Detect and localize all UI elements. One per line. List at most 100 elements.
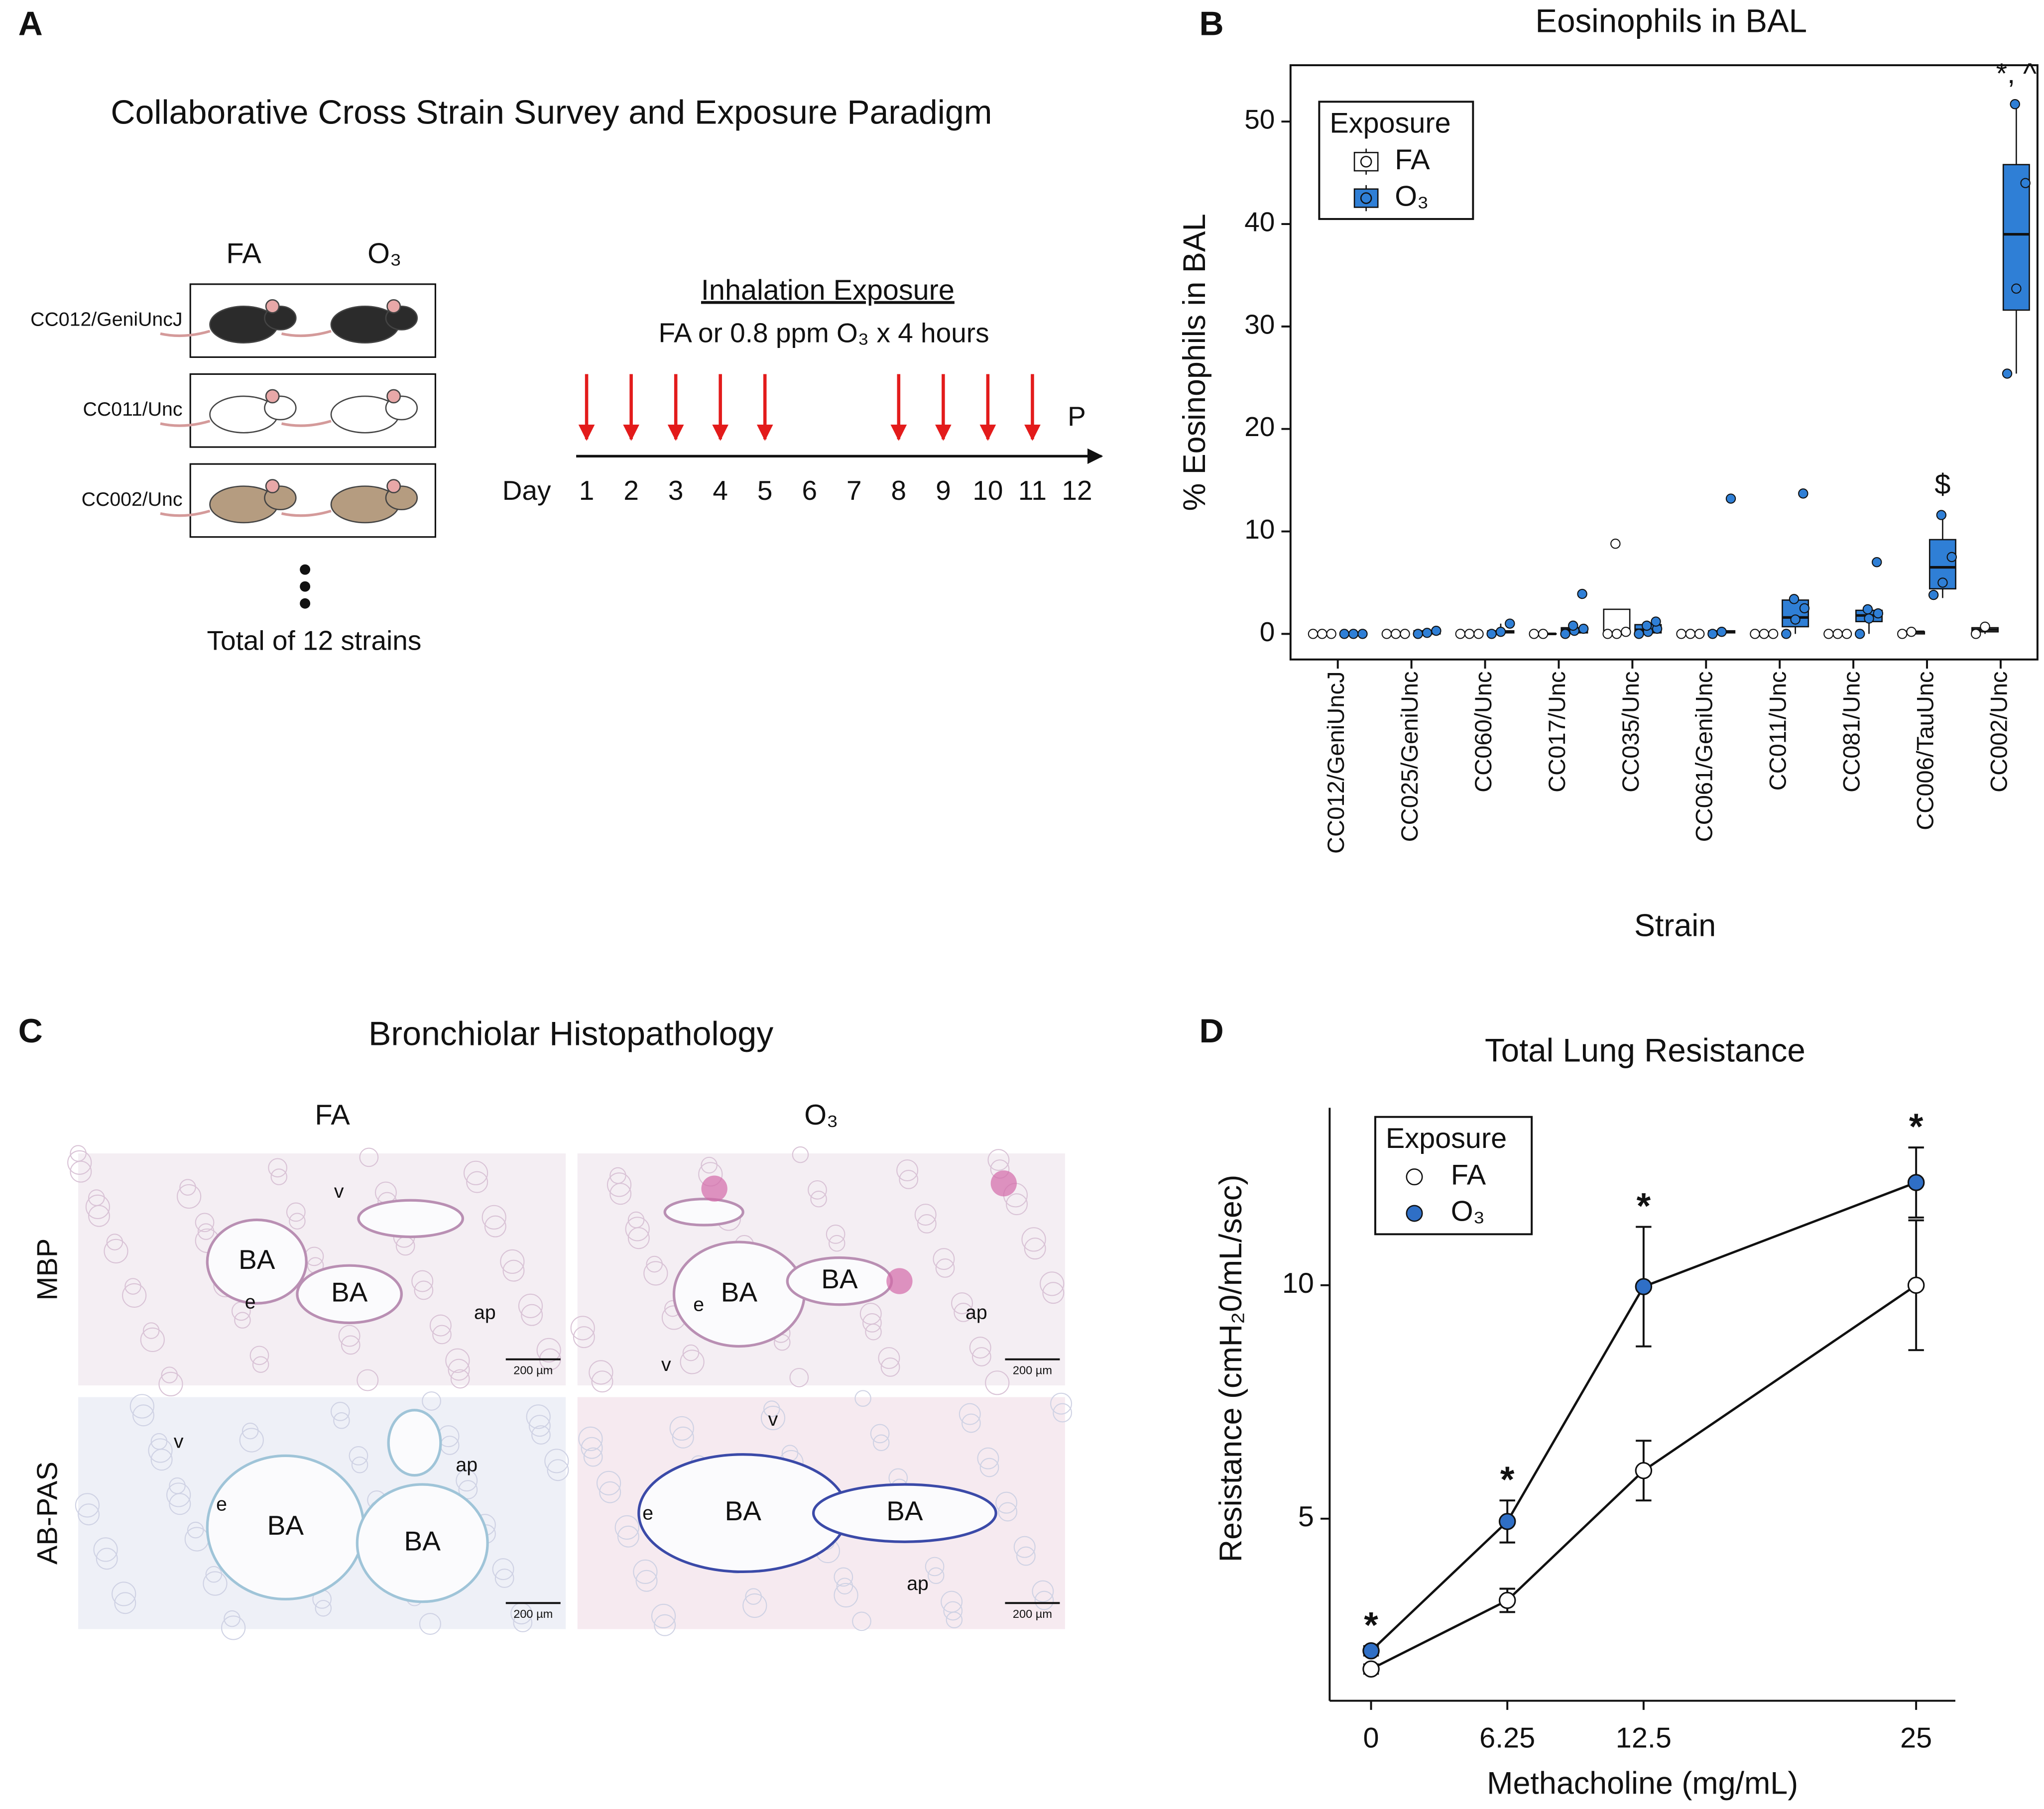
alveolar-texture — [70, 1160, 92, 1183]
region-label: ap — [965, 1301, 987, 1323]
region-label: ap — [456, 1454, 478, 1476]
alveolar-texture — [203, 1571, 228, 1596]
chart-title: Eosinophils in BAL — [1535, 3, 1807, 39]
y-tick-label: 20 — [1244, 411, 1275, 442]
more-label: Total of 12 strains — [207, 625, 422, 656]
y-tick-label: 50 — [1244, 104, 1275, 135]
alveolar-texture — [315, 1599, 332, 1617]
alveolar-texture — [124, 1278, 141, 1295]
alveolar-texture — [531, 1425, 551, 1445]
day-number: 2 — [623, 475, 639, 506]
alveolar-texture — [289, 1213, 306, 1230]
airway-lumen — [663, 1198, 744, 1227]
strain-label: CC012/GeniUncJ — [30, 309, 182, 331]
alveolar-texture — [599, 1481, 621, 1503]
alveolar-texture — [854, 1390, 871, 1407]
data-point — [1936, 510, 1947, 520]
alveolar-texture — [627, 1227, 650, 1249]
data-point — [1413, 629, 1423, 639]
data-point — [1832, 629, 1843, 639]
data-point — [1685, 629, 1696, 639]
data-point — [1339, 629, 1350, 639]
legend-title: Exposure — [1386, 1123, 1507, 1154]
data-point — [1707, 629, 1718, 639]
data-point — [1906, 627, 1917, 637]
alveolar-texture — [878, 1347, 900, 1369]
x-axis-label: Methacholine (mg/mL) — [1487, 1766, 1798, 1801]
data-point — [2002, 368, 2013, 379]
panel-label: A — [18, 4, 43, 42]
alveolar-texture — [643, 1261, 668, 1286]
x-tick-label: CC060/Unc — [1470, 671, 1496, 792]
scale-label: 200 µm — [513, 1607, 553, 1620]
data-point — [1326, 629, 1336, 639]
data-point — [1362, 1660, 1380, 1678]
y-axis-label: % Eosinophils in BAL — [1177, 214, 1212, 511]
data-point — [1422, 628, 1433, 638]
alveolar-texture — [578, 1426, 603, 1451]
alveolar-texture — [959, 1403, 981, 1425]
alveolar-texture — [1021, 1227, 1046, 1252]
column-label: O₃ — [804, 1099, 838, 1131]
ellipsis-dot — [300, 581, 311, 592]
data-point — [1498, 1513, 1516, 1530]
data-point — [1348, 629, 1359, 639]
x-tick-label: CC061/GeniUnc — [1691, 671, 1717, 842]
alveolar-texture — [606, 1172, 632, 1197]
alveolar-texture — [1024, 1238, 1046, 1260]
alveolar-texture — [456, 1470, 478, 1492]
alveolar-texture — [166, 1482, 191, 1507]
alveolar-texture — [205, 1566, 223, 1583]
plot-frame — [1289, 64, 2039, 661]
data-point — [1750, 629, 1760, 639]
x-axis-label: Strain — [1634, 908, 1716, 943]
alveolar-texture — [896, 1159, 919, 1182]
x-tick-label: CC081/Unc — [1838, 671, 1865, 792]
y-tick-label: 10 — [1282, 1267, 1314, 1299]
day-number: 9 — [936, 475, 951, 506]
alveolar-texture — [834, 1567, 853, 1587]
data-point — [1635, 1462, 1653, 1479]
alveolar-texture — [252, 1356, 269, 1373]
airway-lumen — [356, 1483, 489, 1603]
alveolar-texture — [333, 1412, 350, 1429]
scale-label: 200 µm — [1013, 1607, 1052, 1620]
y-tick-label: 30 — [1244, 309, 1275, 339]
alveolar-texture — [625, 1217, 650, 1242]
alveolar-texture — [458, 1480, 478, 1499]
exposure-text: FA or 0.8 ppm O₃ x 4 hours — [659, 317, 989, 348]
alveolar-texture — [917, 1214, 937, 1234]
alveolar-texture — [971, 1347, 991, 1366]
strain-label: CC002/Unc — [82, 488, 183, 510]
x-tick-label: 12.5 — [1616, 1722, 1672, 1754]
legend-label: FA — [1395, 144, 1430, 176]
legend-label: FA — [1451, 1159, 1486, 1191]
alveolar-texture — [583, 1447, 603, 1467]
chart-title: Total Lung Resistance — [1485, 1032, 1805, 1069]
panel-label: D — [1200, 1012, 1224, 1050]
region-label: ap — [474, 1301, 496, 1323]
legend-box — [1318, 101, 1474, 220]
alveolar-texture — [925, 1557, 945, 1577]
data-point — [1577, 588, 1587, 599]
legend-glyph — [1406, 1168, 1423, 1186]
alveolar-texture — [330, 1402, 350, 1421]
alveolar-texture — [987, 1149, 1010, 1171]
data-point — [1971, 629, 1981, 639]
region-label: v — [334, 1180, 344, 1202]
alveolar-texture — [914, 1204, 937, 1226]
alveolar-texture — [1034, 1590, 1054, 1610]
alveolar-texture — [544, 1449, 569, 1473]
alveolar-texture — [169, 1493, 191, 1515]
alveolar-texture — [962, 1413, 981, 1433]
alveolar-texture — [985, 1370, 1010, 1395]
alveolar-texture — [789, 1367, 809, 1387]
legend-title: Exposure — [1329, 108, 1450, 139]
alveolar-texture — [140, 1327, 165, 1353]
y-tick-label: 10 — [1244, 514, 1275, 545]
data-point — [1538, 629, 1549, 639]
alveolar-texture — [132, 1404, 154, 1427]
data-point — [1790, 614, 1801, 625]
x-tick-label: CC017/Unc — [1544, 671, 1570, 792]
data-point — [1946, 552, 1957, 563]
